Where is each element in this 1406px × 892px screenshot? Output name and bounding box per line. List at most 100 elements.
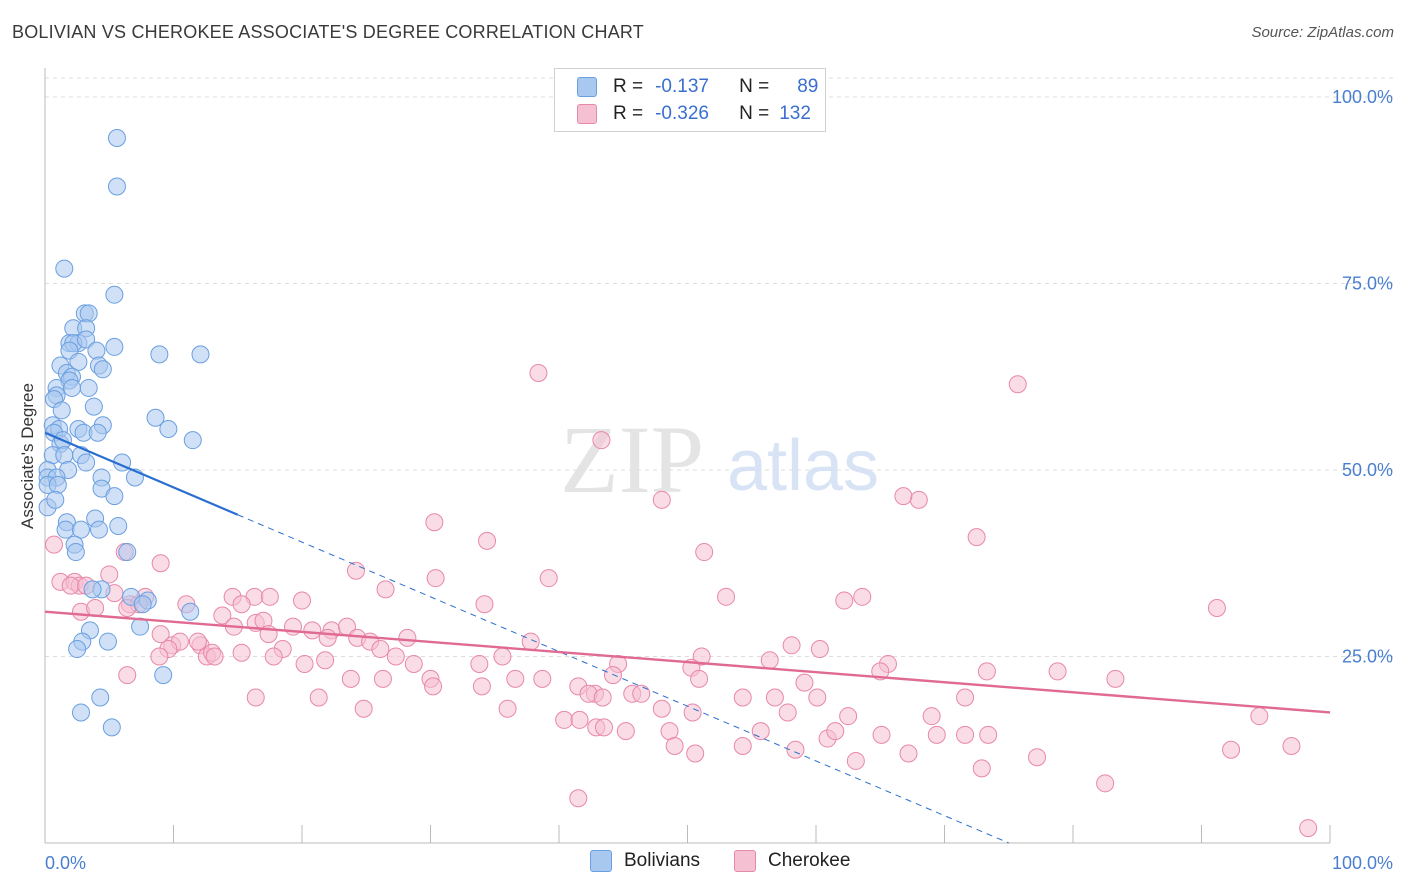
cherokee-point [260, 587, 279, 606]
cherokee-point [603, 666, 622, 685]
cherokee-point [318, 628, 337, 647]
cherokee-point [118, 666, 137, 685]
bolivian-trend-extension [237, 514, 1009, 844]
cherokee-point [293, 591, 311, 610]
cherokee-point [717, 587, 736, 606]
cherokee-point [316, 651, 335, 670]
cherokee-point [1222, 740, 1241, 759]
cherokee-point [529, 364, 548, 383]
legend-item-bolivians: Bolivians [590, 850, 700, 872]
cherokee-point [404, 654, 423, 673]
cherokee-point [782, 636, 801, 655]
cherokee-point [1282, 737, 1301, 756]
legend-swatch-blue [577, 77, 597, 97]
cherokee-point [979, 725, 998, 744]
legend-n-label: N = [739, 103, 770, 124]
bolivian-point [146, 408, 165, 427]
bolivian-point [105, 337, 124, 356]
cherokee-point [1106, 669, 1125, 688]
cherokee-point [765, 688, 784, 707]
bolivian-point [79, 304, 98, 323]
legend-r-label: R = [613, 103, 644, 124]
bolivian-point [83, 580, 102, 599]
chart-title: BOLIVIAN VS CHEROKEE ASSOCIATE'S DEGREE … [12, 22, 644, 42]
cherokee-point [592, 431, 611, 450]
cherokee-point [652, 699, 671, 718]
y-tick-label: 25.0% [1342, 647, 1393, 667]
x-tick-label-max: 100.0% [1332, 853, 1393, 873]
cherokee-point [498, 699, 517, 718]
bolivian-point [133, 595, 152, 614]
y-tick-labels: 25.0% 50.0% 75.0% 100.0% [1332, 87, 1393, 667]
watermark: ZIP atlas [560, 406, 879, 513]
bolivian-point [87, 341, 106, 360]
legend-row-cherokee: R = -0.326 N = 132 [577, 102, 811, 126]
cherokee-trend-line [44, 610, 1331, 714]
cherokee-point [733, 688, 752, 707]
bolivian-point [102, 718, 121, 737]
bolivian-point [69, 352, 88, 371]
bolivian-point [183, 431, 202, 450]
cherokee-point [309, 688, 328, 707]
legend-row-bolivians: R = -0.137 N = 89 [577, 75, 818, 99]
cherokee-point [894, 487, 913, 506]
cherokee-point [695, 543, 714, 562]
legend-swatch-pink [577, 104, 597, 124]
cherokee-point [539, 569, 558, 588]
cherokee-point [751, 722, 770, 741]
cherokee-point [616, 722, 635, 741]
bolivian-point [118, 543, 137, 562]
cherokee-point [472, 677, 491, 696]
cherokee-point [846, 751, 865, 770]
legend-r-value: -0.137 [655, 76, 709, 97]
bolivian-point [181, 602, 200, 621]
cherokee-point [470, 654, 489, 673]
bolivian-point [88, 423, 107, 442]
bolivian-point [71, 703, 90, 722]
legend-r-label: R = [613, 76, 644, 97]
cherokee-point [555, 710, 574, 729]
cherokee-point [652, 490, 671, 509]
cherokee-point [665, 737, 684, 756]
cherokee-point [475, 595, 494, 614]
bolivian-point [150, 345, 169, 364]
cherokee-point [795, 673, 814, 692]
cherokee-point [594, 718, 613, 737]
cherokee-point [632, 684, 651, 703]
cherokee-point [425, 513, 444, 532]
cherokee-point [839, 707, 858, 726]
cherokee-point [151, 554, 170, 573]
legend-n-value: 132 [779, 103, 811, 124]
bolivian-point [154, 666, 173, 685]
bolivian-trend-line [44, 431, 239, 516]
legend-r-value: -0.326 [655, 103, 709, 124]
cherokee-point [872, 725, 891, 744]
cherokee-point [808, 688, 827, 707]
cherokee-point [1250, 707, 1269, 726]
cherokee-point [686, 744, 705, 763]
cherokee-point [570, 710, 589, 729]
cherokee-point [835, 591, 854, 610]
cherokee-point [1008, 375, 1027, 394]
cherokee-point [899, 744, 918, 763]
bolivian-point [159, 419, 178, 438]
cherokee-point [967, 528, 986, 547]
cherokee-point [690, 669, 709, 688]
legend-label-cherokee: Cherokee [768, 850, 851, 871]
cherokee-point [86, 599, 105, 618]
legend-item-cherokee: Cherokee [734, 850, 850, 872]
cherokee-point [232, 643, 251, 662]
bolivian-point [55, 259, 74, 278]
cherokee-point [909, 490, 928, 509]
cherokee-point [426, 569, 445, 588]
watermark-atlas: atlas [727, 426, 879, 506]
bolivian-point [105, 285, 124, 304]
cherokee-point [760, 651, 779, 670]
cherokee-point [506, 669, 525, 688]
cherokee-point [373, 669, 392, 688]
cherokee-point [376, 580, 395, 599]
cherokee-point [977, 662, 996, 681]
cherokee-point [478, 531, 497, 550]
cherokee-point [303, 621, 322, 640]
